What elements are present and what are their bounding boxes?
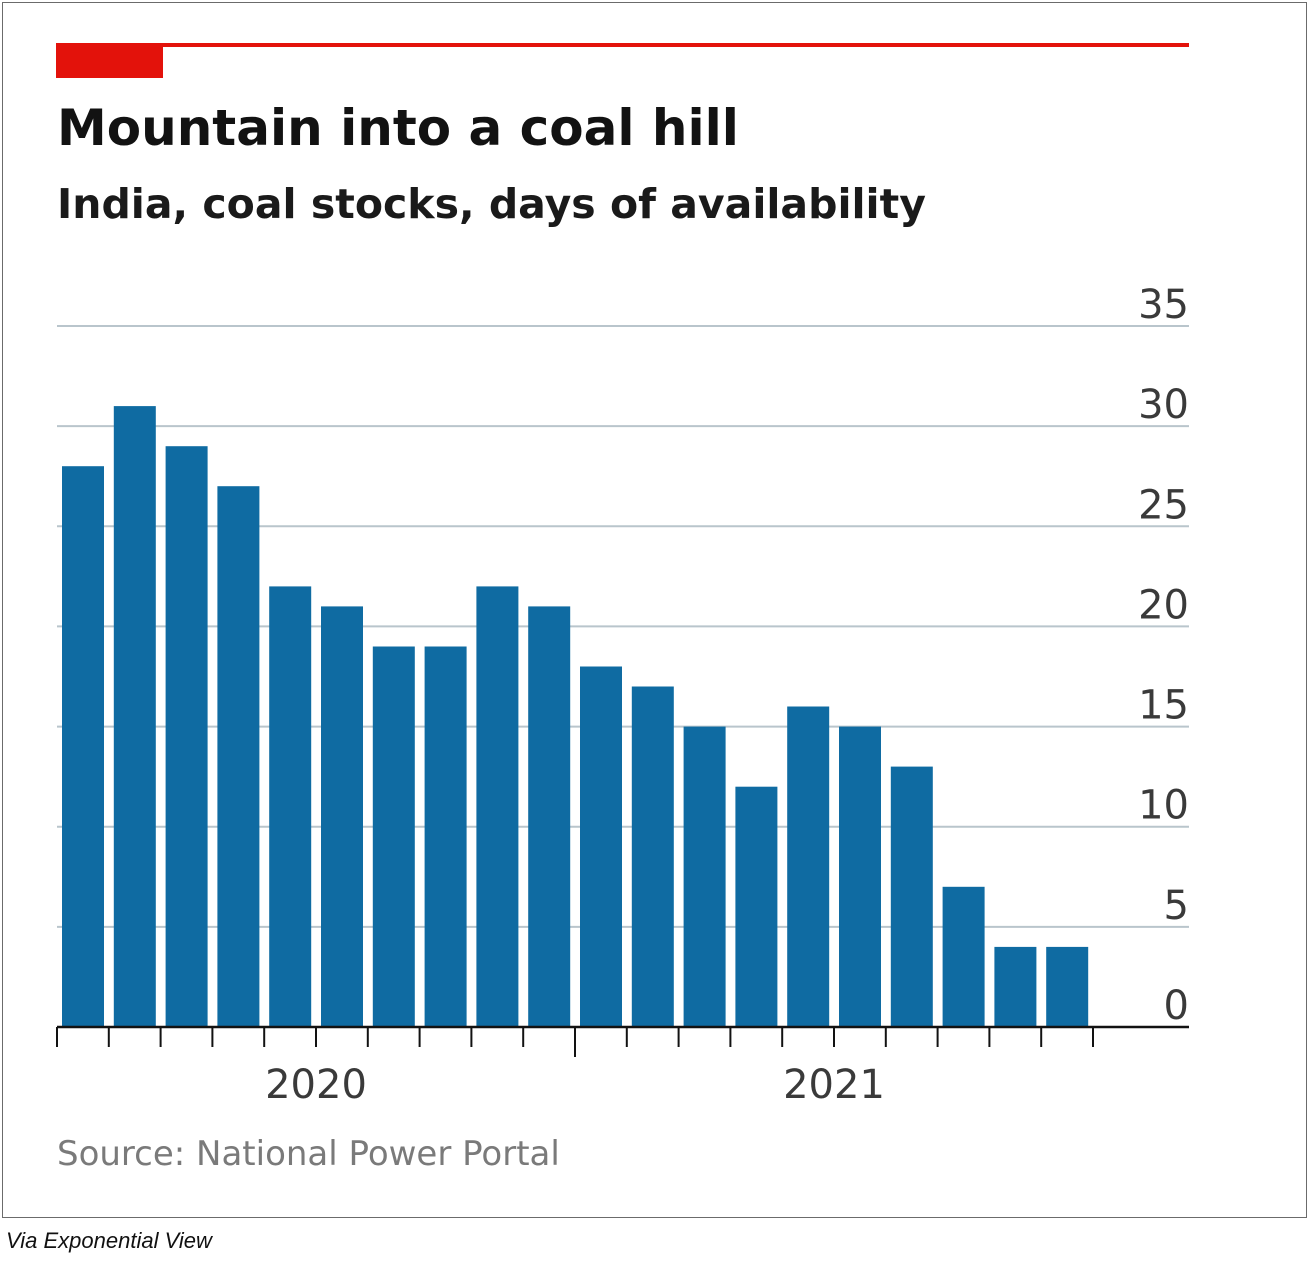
source-note: Source: National Power Portal <box>57 1134 560 1174</box>
y-tick-label-30: 30 <box>1138 382 1189 428</box>
y-tick-label-15: 15 <box>1138 683 1189 729</box>
y-tick-label-0: 0 <box>1164 983 1189 1029</box>
bar-1 <box>62 466 104 1027</box>
bar-19 <box>994 946 1037 1027</box>
bar-17 <box>890 766 933 1027</box>
chart-subtitle: India, coal stocks, days of availability <box>57 180 926 228</box>
x-tick-label-2021: 2021 <box>783 1062 885 1108</box>
accent-rule <box>56 43 1189 47</box>
tick-labels: 0 5 10 15 20 25 30 35 2020 2021 <box>265 282 1189 1108</box>
x-tick-label-2020: 2020 <box>265 1062 367 1108</box>
y-tick-label-25: 25 <box>1138 482 1189 528</box>
bar-15 <box>787 706 830 1027</box>
bars <box>62 406 1089 1028</box>
bar-8 <box>424 646 467 1027</box>
y-tick-label-10: 10 <box>1138 783 1189 829</box>
bar-10 <box>528 606 571 1027</box>
bar-9 <box>476 586 519 1027</box>
y-tick-label-35: 35 <box>1138 282 1189 328</box>
bar-12 <box>631 686 674 1027</box>
chart-title: Mountain into a coal hill <box>57 99 739 157</box>
credit-note: Via Exponential View <box>6 1228 212 1253</box>
bar-6 <box>321 606 363 1027</box>
bar-7 <box>372 646 415 1027</box>
x-axis <box>56 1025 1189 1057</box>
bar-4 <box>217 486 260 1027</box>
y-tick-label-5: 5 <box>1164 883 1189 929</box>
bar-13 <box>683 726 726 1027</box>
y-tick-label-20: 20 <box>1138 582 1189 628</box>
bar-2 <box>113 406 156 1028</box>
bar-20 <box>1046 946 1089 1027</box>
bar-16 <box>839 726 881 1027</box>
bar-5 <box>269 586 312 1027</box>
bar-18 <box>942 886 985 1027</box>
bar-11 <box>580 666 622 1027</box>
accent-tag <box>56 43 163 78</box>
bar-3 <box>165 446 208 1027</box>
bar-14 <box>735 786 778 1027</box>
